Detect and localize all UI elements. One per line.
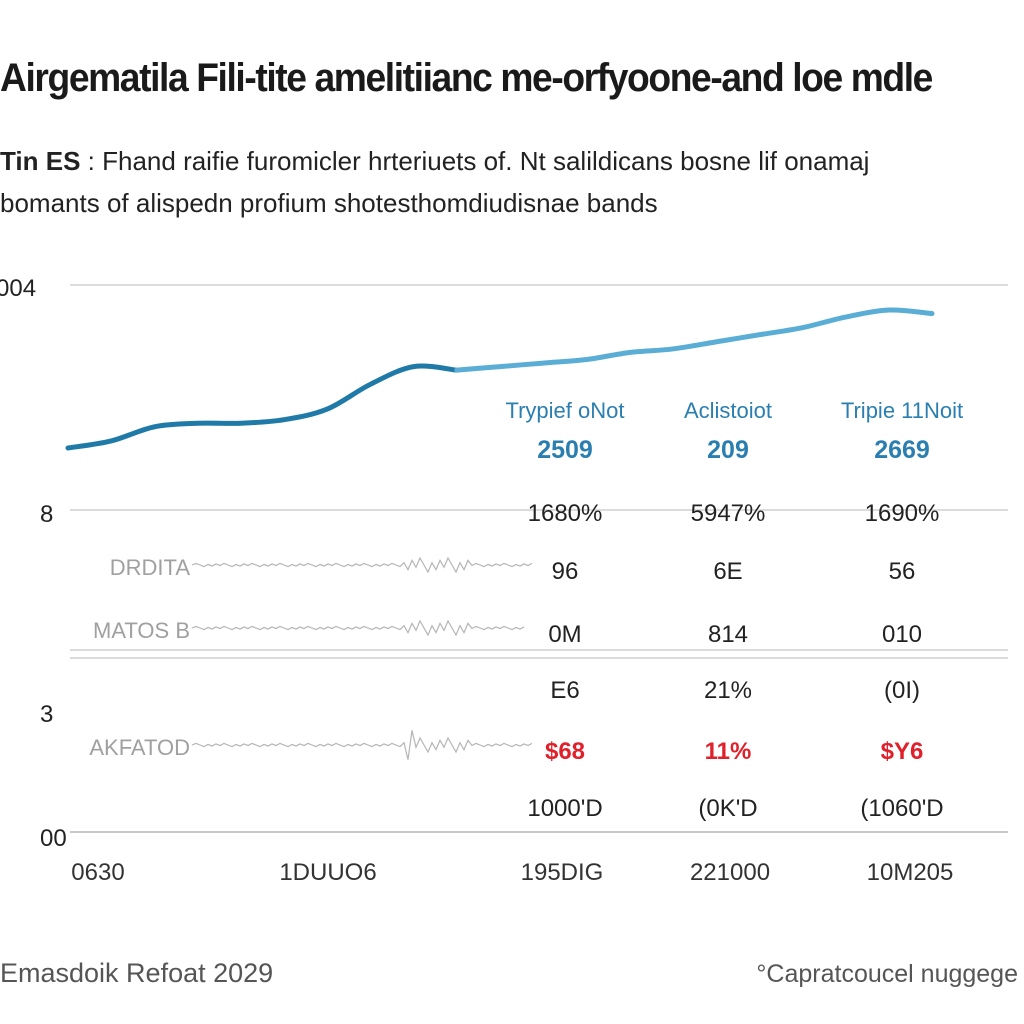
table-cell: (0I) <box>884 677 920 704</box>
subtitle-lead: Tin ES <box>0 146 81 176</box>
source-note: Emasdoik Refoat 2029 <box>0 958 274 988</box>
table-cell: 0M <box>548 621 581 648</box>
table-cell: (0K'D <box>698 795 757 822</box>
subtitle-line-1-rest: : Fhand raifie furomicler hrteriuets of.… <box>87 146 870 176</box>
overlay-table: Trypief oNot 2509 Aclistoiot 209 Tripie 11No… <box>89 398 963 822</box>
y-tick-label: 004 <box>0 275 36 302</box>
table-cell: 5947% <box>691 500 766 527</box>
y-tick-label: 3 <box>40 701 53 728</box>
row-noise-traces <box>191 556 533 760</box>
series-line-light <box>454 307 935 373</box>
column-value: 2509 <box>537 436 593 464</box>
row-label: AKFATOD <box>89 735 190 760</box>
x-tick-label: 1DUUO6 <box>279 859 376 886</box>
column-value: 209 <box>707 436 749 464</box>
table-cell: 21% <box>704 677 752 704</box>
table-cell: (1060'D <box>860 795 943 822</box>
y-tick-label: 00 <box>40 825 67 852</box>
table-cell: $68 <box>545 738 585 765</box>
row-label: DRDITA <box>110 555 191 580</box>
table-cell: 11% <box>705 738 752 765</box>
row-noise-trace <box>191 730 533 760</box>
row-noise-trace <box>191 619 525 637</box>
table-cell: $Y6 <box>881 738 924 765</box>
column-value: 2669 <box>874 436 930 464</box>
table-cell: 1690% <box>865 500 940 527</box>
subtitle-line-2: bomants of alispedn profium shotesthomdi… <box>0 188 658 218</box>
x-tick-label: 0630 <box>71 859 124 886</box>
x-axis-ticks: 0630 1DUUO6 195DIG 221000 10M205 <box>71 859 953 886</box>
table-cell: 6E <box>713 558 742 585</box>
subtitle-line-1: Tin ES : Fhand raifie furomicler hrteriu… <box>0 140 1000 182</box>
table-cell: 1000'D <box>527 795 602 822</box>
table-cell: 814 <box>708 621 748 648</box>
table-cell: E6 <box>550 677 579 704</box>
y-axis-ticks: 004 8 3 00 <box>0 275 67 852</box>
x-tick-label: 221000 <box>690 859 770 886</box>
chart-subtitle: Tin ES : Fhand raifie furomicler hrteriu… <box>0 140 1000 224</box>
table-cell: 56 <box>889 558 916 585</box>
column-header: Aclistoiot <box>684 398 772 423</box>
table-cell: 1680% <box>528 500 603 527</box>
x-tick-label: 10M205 <box>867 859 954 886</box>
table-cell: 010 <box>882 621 922 648</box>
series-line-dark <box>65 363 460 451</box>
column-header: Tripie 11Noit <box>841 398 963 423</box>
gridlines <box>70 284 1008 833</box>
column-header: Trypief oNot <box>505 398 624 423</box>
row-label: MATOS B <box>93 618 190 643</box>
series-lines <box>65 307 935 451</box>
x-tick-label: 195DIG <box>521 859 604 886</box>
chart-title: Airgematila Fili-tite amelitiianc me-orf… <box>0 56 933 100</box>
row-noise-trace <box>191 556 533 574</box>
y-tick-label: 8 <box>40 501 53 528</box>
caption-note: °Capratcoucel nuggege <box>756 960 1018 988</box>
table-cell: 96 <box>552 558 579 585</box>
